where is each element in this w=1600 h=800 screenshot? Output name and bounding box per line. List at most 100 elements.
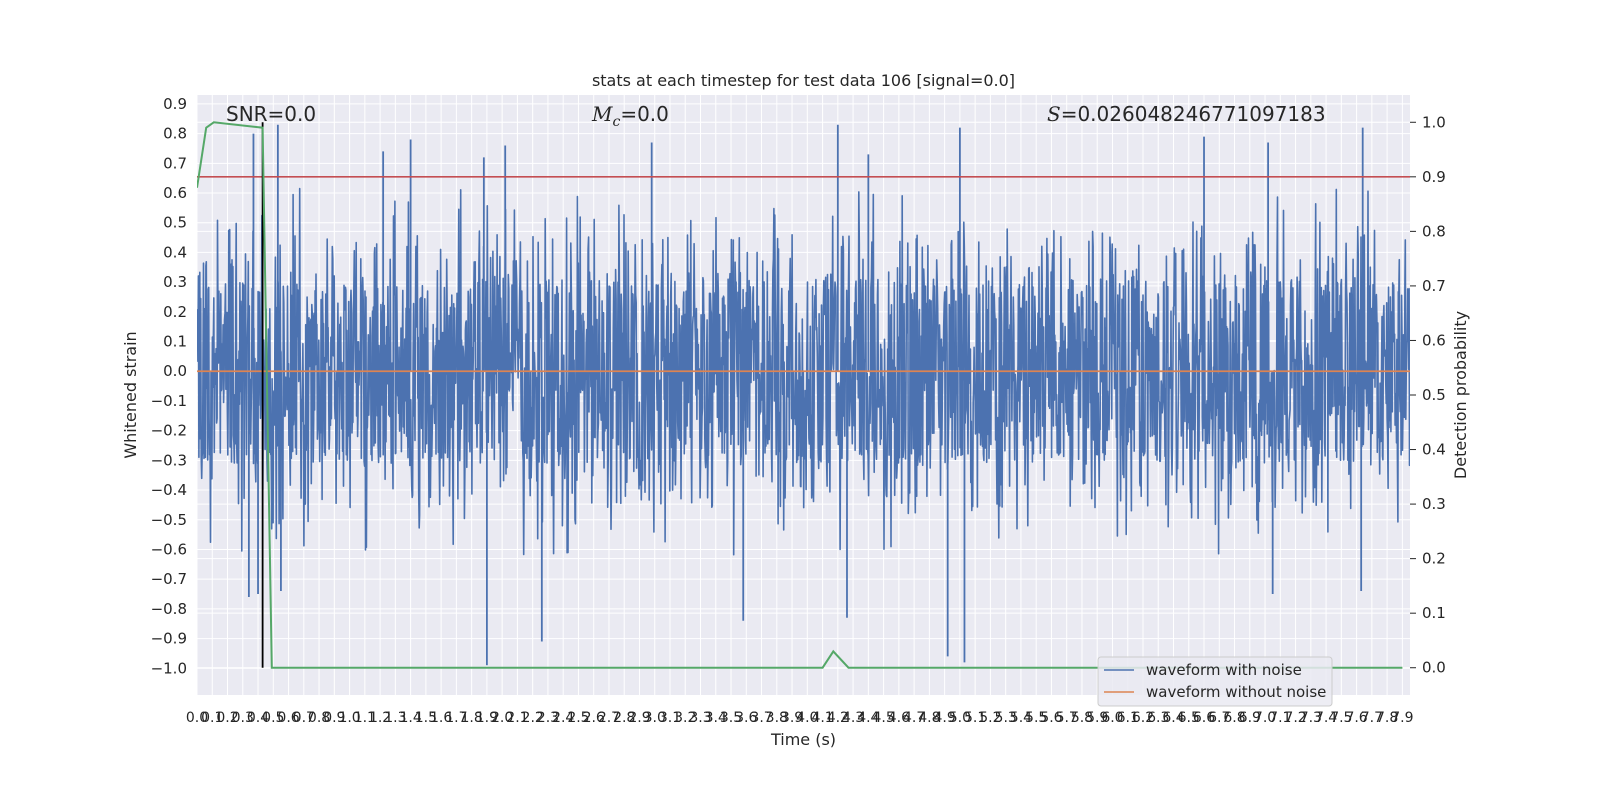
x-tick-label: 4.6: [888, 710, 910, 726]
y-tick-label: 0.6: [163, 184, 187, 202]
x-tick-label: 1.7: [445, 710, 467, 726]
data-layer: [197, 121, 1410, 669]
y2-tick-label: 0.4: [1422, 441, 1446, 459]
x-tick-label: 5.8: [1071, 710, 1093, 726]
mc-value: =0.0: [620, 102, 669, 126]
y-tick-label: 0.3: [163, 273, 187, 291]
x-tick-label: 2.6: [583, 710, 605, 726]
x-tick-label: 5.5: [1025, 710, 1047, 726]
x-tick-label: 6.9: [1239, 710, 1261, 726]
x-tick-label: 0.8: [308, 710, 330, 726]
series-waveform-with-noise: [197, 187, 1410, 556]
s-symbol: S: [1047, 102, 1061, 126]
x-tick-label: 7.6: [1345, 710, 1367, 726]
x-tick-label: 7.5: [1330, 710, 1352, 726]
y2-tick-label: 0.8: [1422, 222, 1446, 240]
x-tick-label: 5.6: [1040, 710, 1062, 726]
x-tick-label: 0.6: [277, 710, 299, 726]
y-tick-label: −0.6: [151, 540, 187, 558]
y-tick-label: 0.0: [163, 362, 187, 380]
x-tick-label: 1.5: [415, 710, 437, 726]
y-tick-label: −0.9: [151, 630, 187, 648]
mc-subscript: c: [612, 114, 620, 130]
y2-tick-label: 0.7: [1422, 277, 1446, 295]
x-tick-label: 4.5: [872, 710, 894, 726]
x-tick-label: 4.9: [934, 710, 956, 726]
mc-symbol: M: [591, 102, 613, 126]
x-tick-label: 3.6: [735, 710, 757, 726]
mc-annotation: Mc=0.0: [591, 102, 669, 130]
x-tick-label: 4.4: [857, 710, 879, 726]
y2-tick-label: 0.9: [1422, 168, 1446, 186]
x-tick-label: 4.1: [811, 710, 833, 726]
x-tick-label: 2.1: [506, 710, 528, 726]
y-tick-label: 0.1: [163, 333, 187, 351]
x-tick-label: 4.3: [842, 710, 864, 726]
x-tick-label: 3.9: [781, 710, 803, 726]
y-tick-label: 0.9: [163, 95, 187, 113]
x-tick-label: 4.0: [796, 710, 818, 726]
s-value: =0.026048246771097183: [1061, 102, 1326, 126]
x-tick-label: 2.7: [598, 710, 620, 726]
y-tick-label: −0.5: [151, 511, 187, 529]
y-tick-label: −1.0: [151, 659, 187, 677]
x-tick-label: 5.9: [1086, 710, 1108, 726]
x-tick-label: 6.3: [1147, 710, 1169, 726]
x-tick-label: 3.3: [689, 710, 711, 726]
x-tick-label: 1.2: [369, 710, 391, 726]
y2-tick-label: 0.2: [1422, 550, 1446, 568]
x-tick-label: 6.1: [1117, 710, 1139, 726]
x-tick-label: 2.9: [628, 710, 650, 726]
x-tick-label: 6.2: [1132, 710, 1154, 726]
y-tick-label: −0.1: [151, 392, 187, 410]
y-tick-label: 0.5: [163, 214, 187, 232]
y-axis-ticks: −1.0 −0.9 −0.8 −0.7 −0.6 −0.5 −0.4 −0.3 −0.2 −0.1…: [151, 95, 187, 677]
y2-axis-ticks: 0.0 0.1 0.2 0.3 0.4 0.5 0.6 0.7 0.8 0.9 1.0: [1410, 113, 1446, 677]
x-tick-label: 1.9: [476, 710, 498, 726]
x-tick-label: 6.4: [1162, 710, 1184, 726]
x-tick-label: 6.8: [1223, 710, 1245, 726]
y2-tick-label: 0.6: [1422, 331, 1446, 349]
y-tick-label: −0.7: [151, 570, 187, 588]
y-tick-label: −0.3: [151, 451, 187, 469]
x-tick-label: 1.6: [430, 710, 452, 726]
y-tick-label: 0.4: [163, 243, 187, 261]
x-tick-label: 0.9: [323, 710, 345, 726]
x-tick-label: 0.5: [262, 710, 284, 726]
x-tick-label: 7.1: [1269, 710, 1291, 726]
x-tick-label: 3.4: [705, 710, 727, 726]
y2-tick-label: 0.1: [1422, 604, 1446, 622]
x-tick-label: 3.7: [750, 710, 772, 726]
x-tick-label: 4.8: [918, 710, 940, 726]
x-tick-label: 2.0: [491, 710, 513, 726]
x-tick-label: 2.8: [613, 710, 635, 726]
x-tick-label: 7.8: [1376, 710, 1398, 726]
x-tick-label: 5.3: [995, 710, 1017, 726]
x-tick-label: 2.4: [552, 710, 574, 726]
y-tick-label: 0.7: [163, 154, 187, 172]
x-tick-label: 4.2: [827, 710, 849, 726]
y2-tick-label: 1.0: [1422, 113, 1446, 131]
legend-box: [1097, 656, 1333, 707]
x-tick-label: 2.2: [522, 710, 544, 726]
x-tick-label: 1.1: [354, 710, 376, 726]
snr-annotation: SNR=0.0: [226, 102, 316, 126]
x-tick-label: 5.2: [979, 710, 1001, 726]
y2-tick-label: 0.3: [1422, 495, 1446, 513]
x-tick-label: 7.3: [1300, 710, 1322, 726]
x-tick-label: 0.0: [186, 710, 208, 726]
x-tick-label: 2.3: [537, 710, 559, 726]
x-tick-label: 0.7: [293, 710, 315, 726]
y-tick-label: 0.8: [163, 125, 187, 143]
series-detection-probability: [197, 121, 1403, 669]
x-tick-label: 3.5: [720, 710, 742, 726]
y2-tick-label: 0.0: [1422, 659, 1446, 677]
x-tick-label: 7.2: [1284, 710, 1306, 726]
x-axis-label: Time (s): [770, 730, 836, 749]
x-tick-label: 6.5: [1178, 710, 1200, 726]
x-tick-label: 3.8: [766, 710, 788, 726]
x-tick-label: 3.1: [659, 710, 681, 726]
x-tick-label: 1.0: [338, 710, 360, 726]
x-tick-label: 1.8: [461, 710, 483, 726]
